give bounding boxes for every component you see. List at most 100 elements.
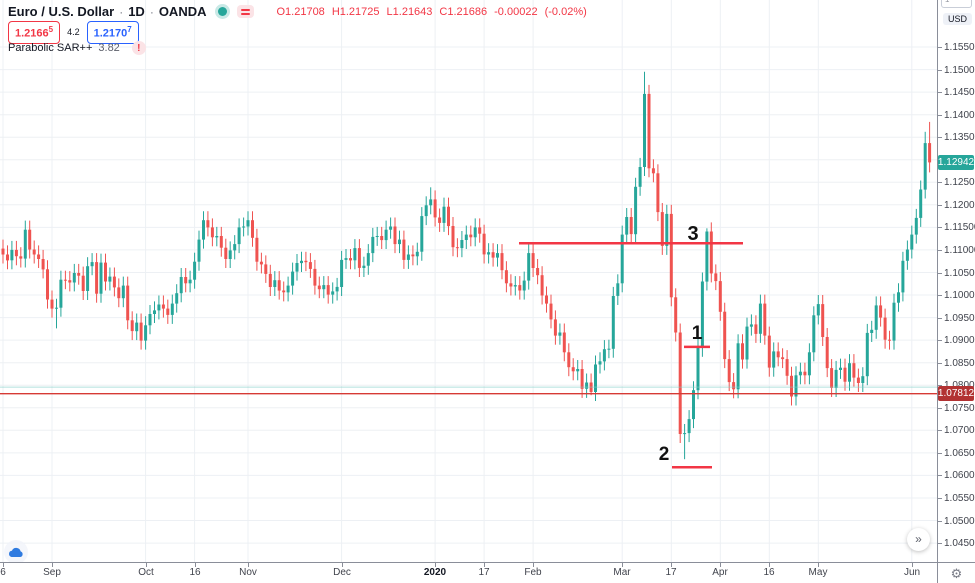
close-value: C1.21686: [439, 5, 488, 18]
time-axis-label: Sep: [43, 567, 61, 578]
time-axis[interactable]: 6 Sep Oct 16 Nov Dec 2020 17 Feb Mar 17 Apr 16 May Jun: [0, 563, 937, 583]
time-axis-label: 6: [0, 567, 6, 578]
price-tick-mark: [938, 543, 942, 544]
open-value: O1.21708: [276, 5, 325, 18]
price-tick-mark: [938, 47, 942, 48]
price-axis-label: 1.10000: [944, 290, 975, 301]
low-value: L1.21643: [386, 5, 433, 18]
time-axis-label: 17: [665, 567, 677, 578]
buy-price: 1.2170: [93, 27, 128, 40]
price-tick-mark: [938, 340, 942, 341]
price-axis-label: 1.06000: [944, 470, 975, 481]
time-tick-mark: [818, 563, 819, 567]
price-tick-mark: [938, 475, 942, 476]
price-axis[interactable]: 1 USD 1.15500 1.15000 1.14500 1.14000 1.1350…: [938, 0, 975, 562]
price-axis-label: 1.05000: [944, 516, 975, 527]
indicator-error-icon[interactable]: !: [131, 41, 146, 55]
price-axis-label: 1.07000: [944, 425, 975, 436]
last-price-badge: 1.12942: [938, 155, 975, 170]
price-tick-mark: [938, 92, 942, 93]
exchange-label[interactable]: OANDA: [158, 4, 207, 19]
price-axis-label: 1.04500: [944, 538, 975, 549]
price-tick-mark: [938, 521, 942, 522]
quote-panel: 1.21665 4.2 1.21707: [8, 21, 139, 44]
indicator-value: 3.82: [98, 42, 120, 54]
price-axis-label: 1.11500: [944, 222, 975, 233]
tradingview-logo-icon[interactable]: [4, 540, 28, 562]
time-axis-label: Dec: [333, 567, 351, 578]
price-tick-mark: [938, 70, 942, 71]
time-tick-mark: [146, 563, 147, 567]
sell-price-sup: 5: [48, 25, 54, 34]
legend-menu-icon[interactable]: [237, 5, 255, 18]
time-axis-label: 16: [189, 567, 201, 578]
time-tick-mark: [248, 563, 249, 567]
price-axis-label: 1.10500: [944, 268, 975, 279]
axis-vertical-separator: [937, 0, 938, 583]
time-tick-mark: [3, 563, 4, 567]
time-axis-label: 2020: [423, 567, 447, 578]
time-tick-mark: [769, 563, 770, 567]
price-tick-mark: [938, 115, 942, 116]
scroll-to-recent-button[interactable]: »: [907, 528, 930, 551]
price-axis-label: 1.09500: [944, 313, 975, 324]
cloud-icon: [9, 547, 23, 557]
time-axis-label: Jun: [903, 567, 921, 578]
price-axis-label: 1.14000: [944, 110, 975, 121]
sell-button[interactable]: 1.21665: [8, 21, 61, 44]
price-tick-mark: [938, 318, 942, 319]
time-tick-mark: [912, 563, 913, 567]
axis-settings-corner[interactable]: ⚙: [938, 563, 975, 583]
time-axis-label: May: [808, 567, 828, 578]
indicator-legend[interactable]: Parabolic SAR++ 3.82 !: [8, 41, 146, 55]
clipped-price-box: 1: [941, 0, 972, 8]
separator: ·: [119, 4, 124, 19]
separator: ·: [149, 4, 154, 19]
time-axis-label: 16: [763, 567, 775, 578]
price-tick-mark: [938, 453, 942, 454]
drawing-label-3[interactable]: 3: [687, 223, 698, 245]
market-status-dot-icon: [218, 7, 228, 16]
price-tick-mark: [938, 205, 942, 206]
price-tick-mark: [938, 430, 942, 431]
time-tick-mark: [622, 563, 623, 567]
price-tick-mark: [938, 498, 942, 499]
drawing-label-1[interactable]: 1: [692, 323, 703, 344]
price-axis-label: 1.13500: [944, 132, 975, 143]
price-tick-mark: [938, 250, 942, 251]
price-axis-label: 1.07500: [944, 403, 975, 414]
time-axis-label: Nov: [239, 567, 257, 578]
buy-button[interactable]: 1.21707: [86, 21, 139, 44]
price-axis-label: 1.15500: [944, 42, 975, 53]
chart-canvas[interactable]: 3 1 2 Euro / U.S. Dollar · 1D · OANDA O1.2…: [0, 0, 937, 562]
time-tick-mark: [533, 563, 534, 567]
ohlc-values: O1.21708 H1.21725 L1.21643 C1.21686 -0.0…: [276, 6, 586, 18]
indicator-name: Parabolic SAR++: [8, 42, 93, 54]
candlestick-chart[interactable]: 3 1 2: [0, 0, 937, 562]
price-axis-label: 1.12000: [944, 200, 975, 211]
price-tick-mark: [938, 295, 942, 296]
price-axis-label: 1.14500: [944, 87, 975, 98]
symbol-title[interactable]: Euro / U.S. Dollar: [8, 4, 115, 19]
chevrons-right-icon: »: [915, 532, 922, 546]
time-tick-mark: [342, 563, 343, 567]
price-axis-label: 1.08500: [944, 358, 975, 369]
drawing-label-2[interactable]: 2: [659, 444, 670, 465]
price-axis-label: 1.06500: [944, 448, 975, 459]
time-tick-mark: [671, 563, 672, 567]
time-axis-label: Apr: [712, 567, 728, 578]
price-tick-mark: [938, 182, 942, 183]
price-axis-label: 1.15000: [944, 65, 975, 76]
time-tick-mark: [435, 563, 436, 567]
price-tick-mark: [938, 137, 942, 138]
axis-horizontal-separator: [0, 562, 975, 563]
currency-chip[interactable]: USD: [943, 13, 973, 25]
interval-label[interactable]: 1D: [128, 4, 145, 19]
time-tick-mark: [484, 563, 485, 567]
sell-price: 1.2166: [15, 27, 49, 40]
change-percent: (-0.02%): [544, 5, 587, 18]
price-axis-label: 1.11000: [944, 245, 975, 256]
candlestick-series: [1, 71, 932, 460]
time-axis-label: Mar: [613, 567, 631, 578]
